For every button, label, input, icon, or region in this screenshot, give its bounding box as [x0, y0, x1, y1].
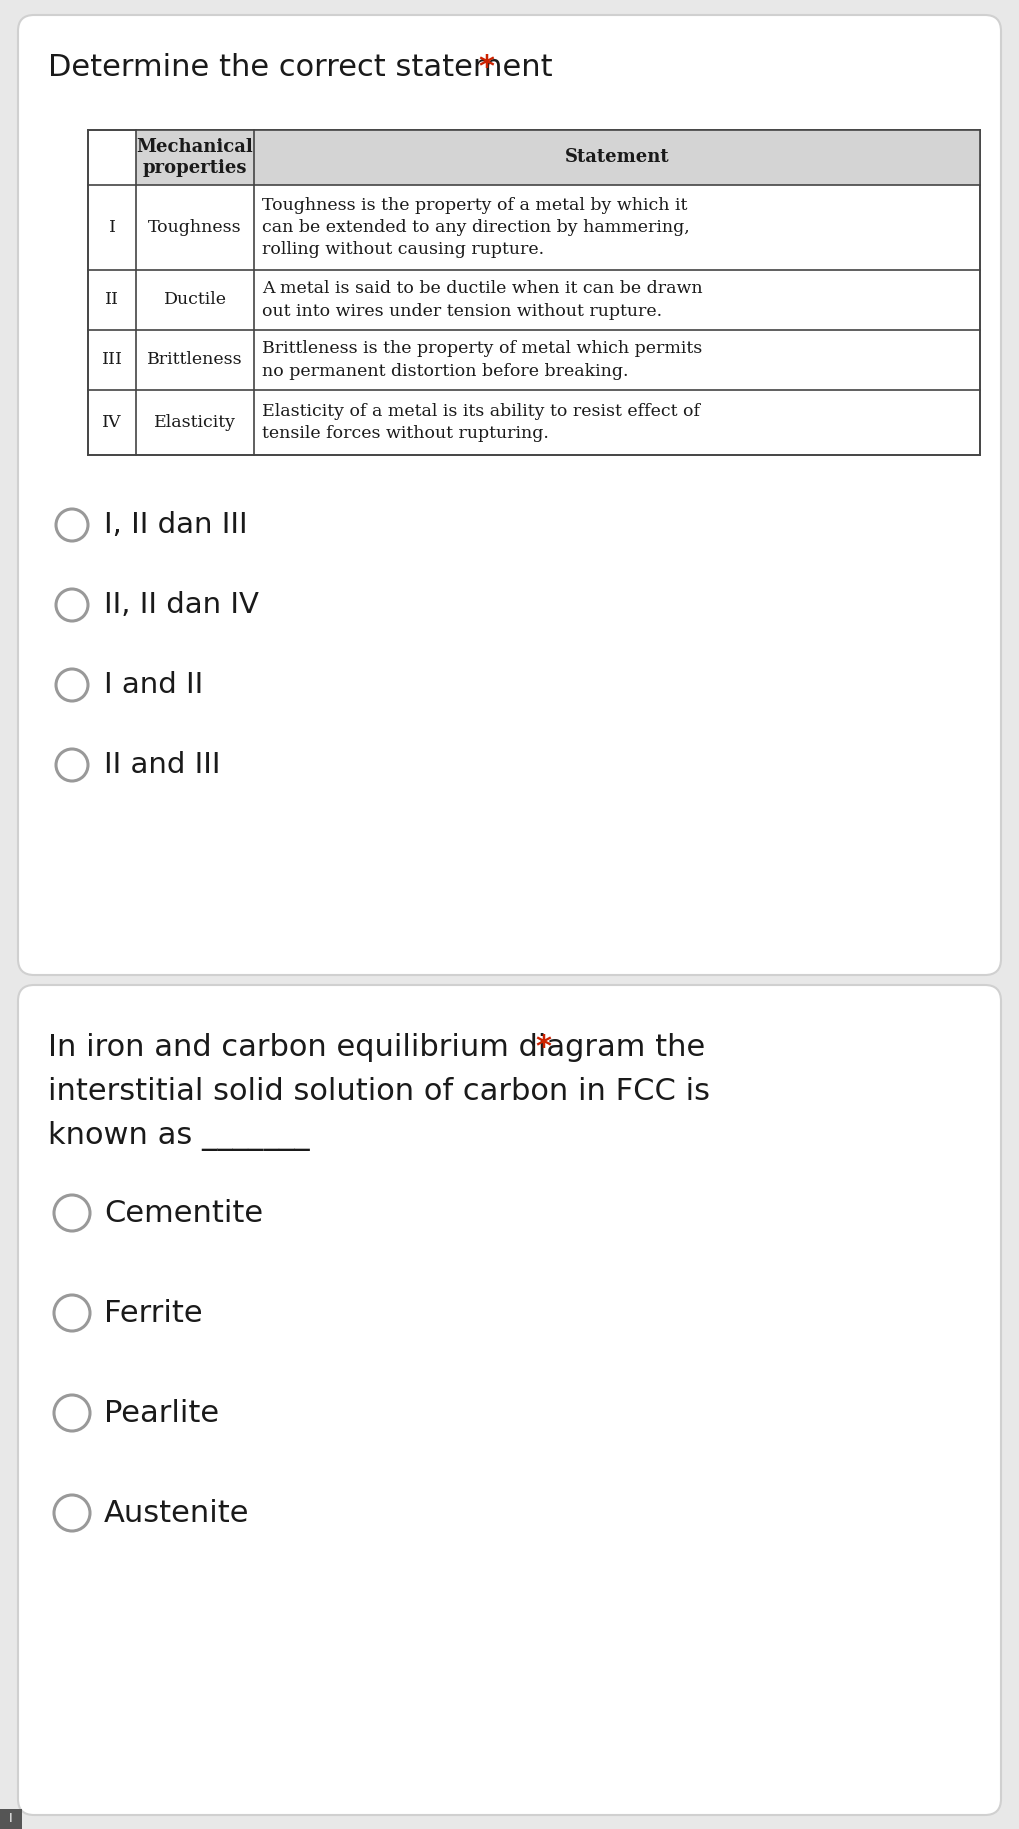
Text: Toughness is the property of a metal by which it
can be extended to any directio: Toughness is the property of a metal by …: [262, 198, 690, 258]
FancyBboxPatch shape: [18, 986, 1001, 1814]
Text: II and III: II and III: [104, 752, 220, 779]
Text: interstitial solid solution of carbon in FCC is: interstitial solid solution of carbon in…: [48, 1077, 710, 1107]
Text: Ferrite: Ferrite: [104, 1299, 203, 1328]
Text: *: *: [535, 1033, 551, 1063]
Text: Brittleness: Brittleness: [147, 351, 243, 368]
Text: *: *: [478, 53, 494, 82]
Text: Ductile: Ductile: [163, 291, 226, 309]
Text: I, II dan III: I, II dan III: [104, 510, 248, 540]
Text: Austenite: Austenite: [104, 1498, 250, 1527]
Text: II: II: [105, 291, 119, 309]
Bar: [88, 130, 980, 455]
FancyBboxPatch shape: [18, 15, 1001, 975]
Text: In iron and carbon equilibrium diagram the: In iron and carbon equilibrium diagram t…: [48, 1033, 725, 1063]
Text: II, II dan IV: II, II dan IV: [104, 591, 259, 618]
Text: Determine the correct statement: Determine the correct statement: [48, 53, 562, 82]
Text: I: I: [9, 1813, 13, 1825]
Text: Brittleness is the property of metal which permits
no permanent distortion befor: Brittleness is the property of metal whi…: [262, 340, 702, 380]
Text: IV: IV: [102, 413, 121, 432]
Text: I: I: [108, 219, 115, 236]
Text: III: III: [102, 351, 122, 368]
Bar: [0, 1809, 22, 1829]
Text: Cementite: Cementite: [104, 1198, 263, 1227]
Bar: [136, 130, 980, 185]
Text: Elasticity of a metal is its ability to resist effect of
tensile forces without : Elasticity of a metal is its ability to …: [262, 402, 700, 443]
Text: Elasticity: Elasticity: [154, 413, 236, 432]
Text: known as _______: known as _______: [48, 1121, 310, 1150]
Text: Toughness: Toughness: [148, 219, 242, 236]
Text: I and II: I and II: [104, 671, 203, 699]
Text: Statement: Statement: [565, 148, 669, 166]
Text: Mechanical
properties: Mechanical properties: [137, 137, 254, 177]
Text: A metal is said to be ductile when it can be drawn
out into wires under tension : A metal is said to be ductile when it ca…: [262, 280, 703, 320]
Text: Pearlite: Pearlite: [104, 1399, 219, 1427]
